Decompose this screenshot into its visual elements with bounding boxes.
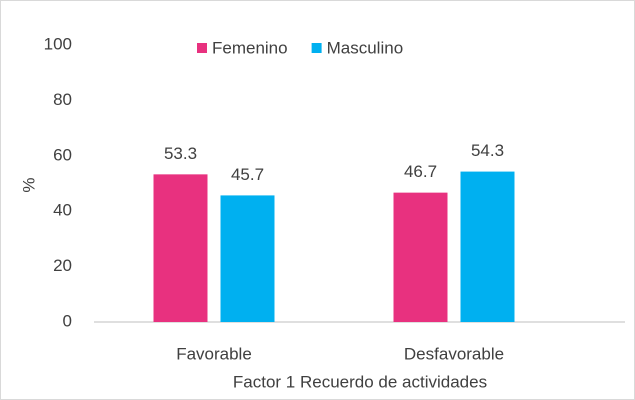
bar: [153, 174, 208, 322]
bar: [220, 195, 275, 322]
data-label: 46.7: [404, 162, 437, 181]
data-label: 53.3: [164, 144, 197, 163]
y-tick-label: 20: [53, 256, 72, 275]
y-tick-label: 0: [63, 311, 72, 330]
x-tick-label: Desfavorable: [404, 344, 504, 363]
y-tick-label: 60: [53, 145, 72, 164]
y-tick-label: 100: [44, 34, 72, 53]
bar: [393, 192, 448, 322]
legend-swatch: [311, 43, 322, 53]
data-label: 45.7: [231, 165, 264, 184]
y-tick-label: 40: [53, 201, 72, 220]
legend-swatch: [197, 43, 207, 53]
y-tick-label: 80: [53, 90, 72, 109]
data-label: 54.3: [471, 141, 504, 160]
bar: [460, 171, 515, 322]
x-axis-label: Factor 1 Recuerdo de actividades: [233, 372, 487, 391]
y-axis-label: %: [19, 177, 38, 192]
x-tick-label: Favorable: [176, 344, 252, 363]
legend-label: Femenino: [212, 38, 288, 57]
legend-label: Masculino: [327, 38, 404, 57]
